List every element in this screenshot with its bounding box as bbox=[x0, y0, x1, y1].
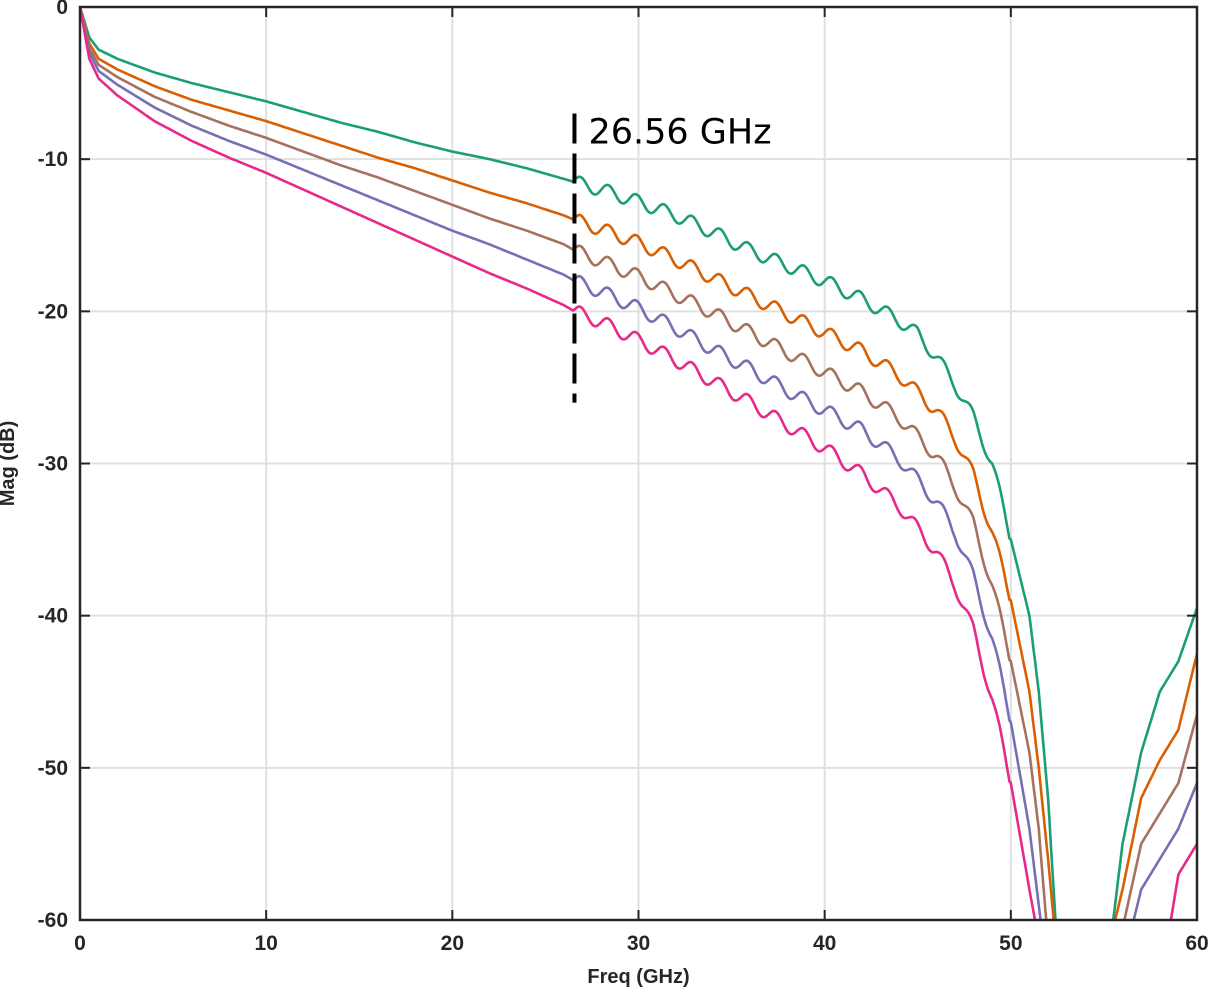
x-tick-label-1: 10 bbox=[254, 932, 277, 955]
y-tick-label-3: -30 bbox=[38, 453, 68, 476]
y-tick-label-0: 0 bbox=[56, 0, 68, 19]
series-tail-0 bbox=[1111, 607, 1197, 920]
series-tail-4 bbox=[1169, 843, 1197, 920]
frequency-marker-label: 26.56 GHz bbox=[588, 113, 771, 153]
series-line-3 bbox=[80, 7, 1042, 920]
x-axis-title: Freq (GHz) bbox=[587, 966, 689, 988]
series-tail-1 bbox=[1113, 653, 1197, 920]
x-tick-label-2: 20 bbox=[441, 932, 464, 955]
tick-layer: 0 10 20 30 40 50 60 0 -10 -20 -30 -40 -50 -60 bbox=[38, 0, 1209, 955]
series-tail-2 bbox=[1123, 714, 1197, 920]
series-line-2 bbox=[80, 7, 1048, 920]
x-tick-label-4: 40 bbox=[813, 932, 836, 955]
y-axis-title: Mag (dB) bbox=[0, 421, 19, 507]
series-tail-3 bbox=[1132, 782, 1197, 920]
x-tick-label-6: 60 bbox=[1185, 932, 1208, 955]
series-line-1 bbox=[80, 7, 1055, 920]
series-line-4 bbox=[80, 7, 1037, 920]
x-tick-label-3: 30 bbox=[627, 932, 650, 955]
y-tick-label-2: -20 bbox=[38, 300, 68, 323]
series-line-0 bbox=[80, 7, 1057, 920]
y-tick-label-1: -10 bbox=[38, 148, 68, 171]
x-tick-label-0: 0 bbox=[74, 932, 86, 955]
y-tick-label-6: -60 bbox=[38, 909, 68, 932]
annotation-layer: 26.56 GHz bbox=[572, 113, 772, 403]
x-tick-label-5: 50 bbox=[999, 932, 1022, 955]
y-tick-label-5: -50 bbox=[38, 757, 68, 780]
series-layer bbox=[80, 7, 1197, 920]
y-tick-label-4: -40 bbox=[38, 605, 68, 628]
